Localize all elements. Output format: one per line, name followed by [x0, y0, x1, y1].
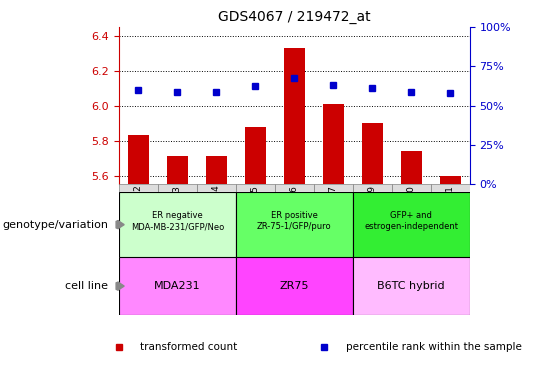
Bar — [392, 184, 431, 192]
Text: GSM679725: GSM679725 — [251, 185, 260, 240]
Text: GFP+ and
estrogen-independent: GFP+ and estrogen-independent — [364, 211, 458, 232]
Bar — [119, 257, 236, 315]
Bar — [197, 184, 236, 192]
Text: GSM679722: GSM679722 — [134, 185, 143, 240]
Text: ER positive
ZR-75-1/GFP/puro: ER positive ZR-75-1/GFP/puro — [257, 211, 332, 232]
Text: GSM679723: GSM679723 — [173, 185, 182, 240]
Bar — [119, 184, 158, 192]
Bar — [236, 257, 353, 315]
Text: GSM679724: GSM679724 — [212, 185, 221, 240]
Text: MDA231: MDA231 — [154, 281, 201, 291]
Text: GSM679721: GSM679721 — [446, 185, 455, 240]
Bar — [236, 192, 353, 257]
Bar — [322, 104, 344, 184]
Bar — [284, 48, 305, 184]
Text: ZR75: ZR75 — [280, 281, 309, 291]
Text: genotype/variation: genotype/variation — [2, 220, 108, 230]
Bar — [353, 257, 470, 315]
Text: percentile rank within the sample: percentile rank within the sample — [346, 342, 522, 352]
Text: ER negative
MDA-MB-231/GFP/Neo: ER negative MDA-MB-231/GFP/Neo — [131, 211, 224, 232]
Text: cell line: cell line — [65, 281, 108, 291]
Text: GSM679726: GSM679726 — [290, 185, 299, 240]
Text: B6TC hybrid: B6TC hybrid — [377, 281, 445, 291]
Text: GSM679719: GSM679719 — [368, 185, 377, 240]
Bar — [206, 156, 227, 184]
Text: GSM679727: GSM679727 — [329, 185, 338, 240]
Bar — [353, 184, 392, 192]
Bar — [353, 192, 470, 257]
Text: transformed count: transformed count — [140, 342, 238, 352]
Bar — [245, 127, 266, 184]
Bar — [362, 123, 383, 184]
Bar — [431, 184, 470, 192]
Bar — [127, 135, 149, 184]
Bar — [158, 184, 197, 192]
Bar — [314, 184, 353, 192]
Bar — [440, 175, 461, 184]
Text: GSM679720: GSM679720 — [407, 185, 416, 240]
Bar — [275, 184, 314, 192]
Bar — [401, 151, 422, 184]
Title: GDS4067 / 219472_at: GDS4067 / 219472_at — [218, 10, 370, 25]
Bar — [236, 184, 275, 192]
Bar — [119, 192, 236, 257]
Bar — [166, 156, 188, 184]
